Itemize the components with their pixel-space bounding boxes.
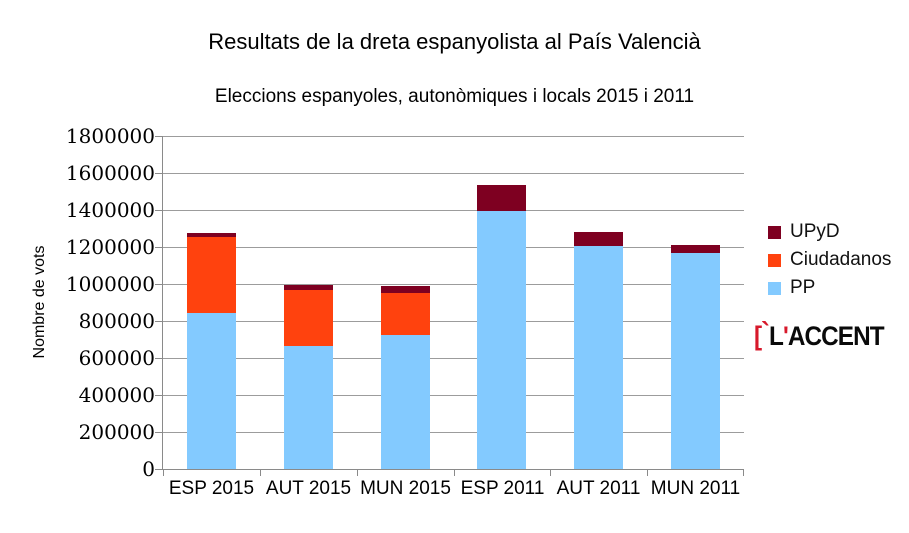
x-axis-label-aut-2015: AUT 2015 [265,478,352,499]
y-axis-tick-label: 1800000 [65,124,155,148]
y-axis-tick [155,469,162,470]
x-axis-category-labels: ESP 2015 AUT 2015 MUN 2015 ESP 2011 AUT 2011… [163,478,744,502]
x-axis-label-esp-2011: ESP 2011 [460,478,545,499]
logo-apostrophe: ' [782,321,789,351]
y-axis-line [162,136,163,470]
bar-segment-ciudadanos-mun-2015 [381,293,430,335]
bar-segment-pp-mun-2015 [381,335,430,469]
legend-item-ciudadanos: Ciudadanos [768,246,891,274]
y-axis-tick [155,321,162,322]
bar-segment-ciudadanos-aut-2015 [284,290,333,346]
y-axis-tick-labels: 0 200000 400000 600000 800000 1000000 1200000 1… [0,124,155,481]
legend-item-upyd: UPyD [768,218,891,246]
x-axis-tick [550,470,551,476]
gridline [163,358,744,359]
gridline [163,432,744,433]
bar-segment-ciudadanos-esp-2015 [187,237,236,313]
x-axis-tick [647,470,648,476]
bar-segment-pp-esp-2015 [187,313,236,469]
gridline [163,284,744,285]
x-axis-label-aut-2011: AUT 2011 [556,478,641,499]
x-axis-tick [163,470,164,476]
y-axis-tick [155,210,162,211]
bar-segment-upyd-mun-2015 [381,286,430,293]
x-axis-tick [260,470,261,476]
chart-legend: UPyD Ciudadanos PP [768,218,891,302]
legend-swatch-upyd [768,225,781,239]
y-axis-tick [155,247,162,248]
legend-item-pp: PP [768,274,891,302]
bar-segment-upyd-aut-2015 [284,285,333,290]
legend-swatch-pp [768,281,781,295]
bar-segment-upyd-aut-2011 [574,232,623,246]
x-axis-label-esp-2015: ESP 2015 [168,478,255,499]
gridline [163,173,744,174]
bar-segment-pp-aut-2011 [574,246,623,469]
y-axis-tick-label: 800000 [78,309,155,333]
bar-segment-pp-aut-2015 [284,346,333,469]
y-axis-tick [155,136,162,137]
bar-segment-upyd-mun-2011 [671,245,720,253]
bar-segment-pp-mun-2011 [671,253,720,469]
x-axis-tick [743,470,744,476]
plot-area [155,136,744,476]
chart-title: Resultats de la dreta espanyolista al Pa… [208,29,701,54]
legend-label-upyd: UPyD [790,221,840,242]
logo-letter-l: L [769,321,784,351]
y-axis-tick-label: 1000000 [65,272,155,296]
x-axis-tick [357,470,358,476]
y-axis-tick-label: 600000 [78,346,155,370]
gridline [163,395,744,396]
y-axis-tick-label: 1200000 [65,235,155,259]
y-axis-tick-label: 1400000 [65,198,155,222]
y-axis-tick-label: 200000 [78,420,155,444]
x-axis-label-mun-2015: MUN 2015 [360,478,451,499]
logo-text-accent: ACCENT [787,321,885,351]
x-axis-label-mun-2011: MUN 2011 [650,478,741,499]
chart-subtitle: Eleccions espanyoles, autonòmiques i loc… [214,86,695,107]
y-axis-tick [155,173,162,174]
y-axis-tick-label: 1600000 [65,161,155,185]
legend-swatch-ciudadanos [768,253,781,267]
gridline [163,136,744,137]
y-axis-tick-label: 400000 [78,383,155,407]
y-axis-tick-label: 0 [142,457,155,481]
x-axis-line [162,469,744,470]
x-axis-tick [454,470,455,476]
logo-grave-accent: ` [761,317,770,349]
legend-label-ciudadanos: Ciudadanos [790,249,892,270]
bar-segment-pp-esp-2011 [477,211,526,469]
y-axis-tick [155,284,162,285]
y-axis-tick [155,358,162,359]
gridline [163,247,744,248]
legend-label-pp: PP [790,277,816,298]
y-axis-tick [155,432,162,433]
bar-segment-upyd-esp-2011 [477,185,526,211]
logo-bracket: [ [754,321,762,351]
gridline [163,321,744,322]
gridline [163,210,744,211]
y-axis-tick [155,395,162,396]
bar-segment-upyd-esp-2015 [187,233,236,237]
laccent-logo: [`L'ACCENT [754,317,885,353]
